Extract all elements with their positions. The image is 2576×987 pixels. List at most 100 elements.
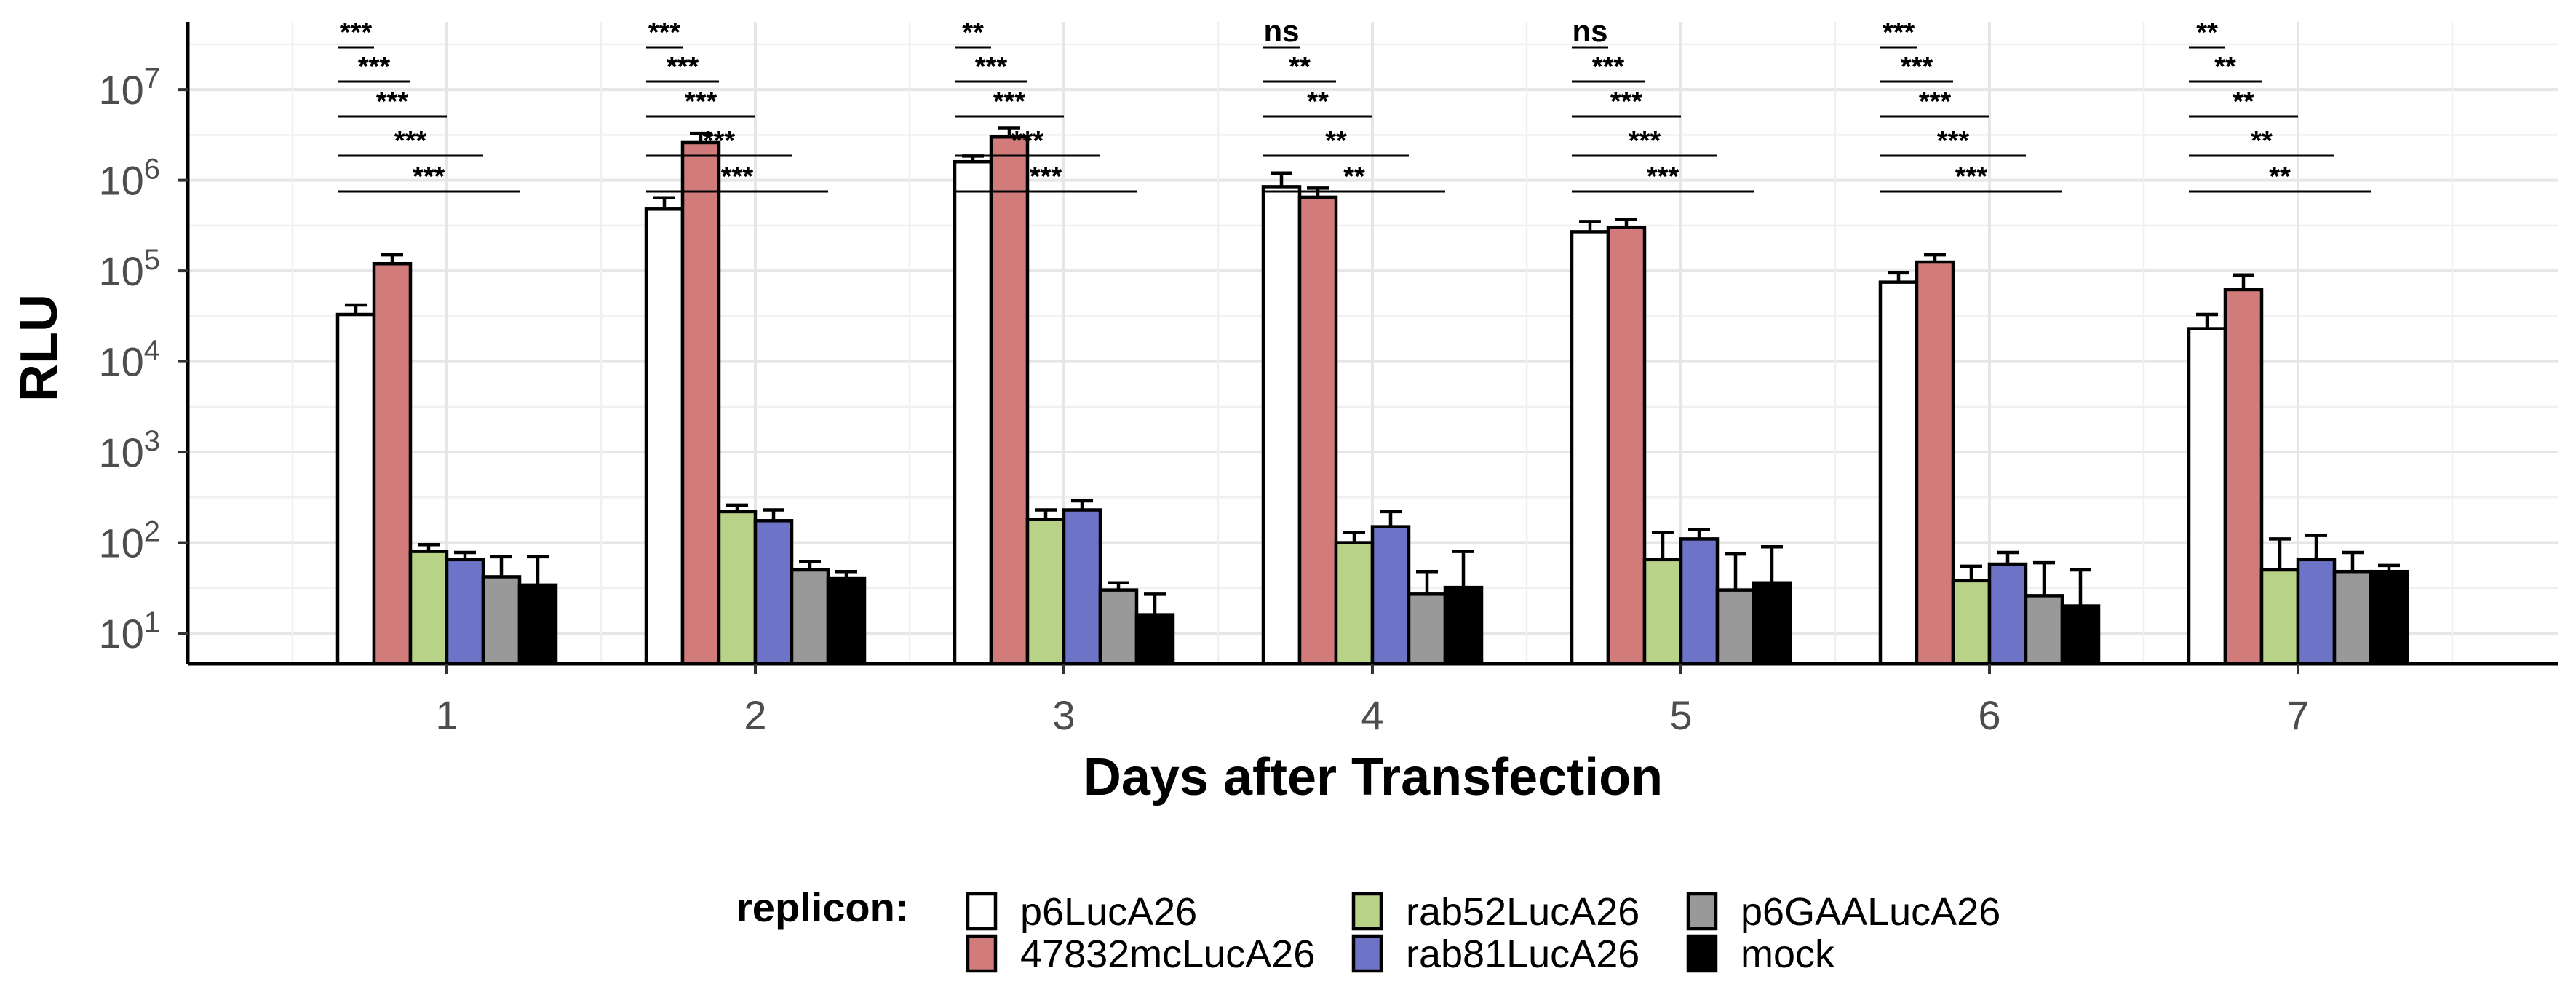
y-tick-exponent: 6 — [144, 154, 160, 186]
y-tick-base: 10 — [98, 429, 143, 475]
legend-label-rab52LucA26: rab52LucA26 — [1406, 890, 1639, 934]
bar-47832mcLucA26-7 — [2223, 288, 2264, 666]
y-tick-label: 105 — [98, 244, 160, 294]
y-axis-title: RLU — [10, 294, 68, 402]
significance-label: *** — [993, 87, 1026, 117]
bar-rab81LucA26-4 — [1370, 525, 1411, 666]
bar-rab81LucA26-6 — [1987, 562, 2028, 666]
bar-47832mcLucA26-1 — [372, 261, 413, 666]
significance-label: *** — [358, 52, 391, 82]
bar-p6LucA26-3 — [953, 159, 993, 666]
bar-mock-7 — [2369, 569, 2409, 666]
bar-p6GAALucA26-1 — [481, 575, 522, 666]
y-tick-label: 102 — [98, 516, 160, 566]
x-tick-label: 5 — [1669, 692, 1692, 738]
significance-label: ** — [2251, 126, 2273, 156]
significance-label: ** — [1307, 87, 1329, 117]
significance-label: *** — [721, 162, 754, 192]
bar-rab81LucA26-2 — [753, 519, 794, 666]
bar-p6GAALucA26-4 — [1407, 592, 1447, 666]
bars-layer — [335, 126, 2409, 666]
significance-label: *** — [667, 52, 699, 82]
y-tick-base: 10 — [98, 248, 143, 294]
y-tick-label: 101 — [98, 606, 160, 657]
significance-label: *** — [685, 87, 717, 117]
significance-label: *** — [1011, 126, 1044, 156]
bar-p6GAALucA26-3 — [1098, 588, 1139, 666]
significance-label: *** — [703, 126, 736, 156]
significance-label: *** — [975, 52, 1008, 82]
bar-47832mcLucA26-6 — [1915, 260, 1955, 666]
significance-label: *** — [1592, 52, 1625, 82]
y-tick-base: 10 — [98, 520, 143, 566]
x-tick-label: 6 — [1978, 692, 2000, 738]
bar-mock-4 — [1443, 585, 1484, 666]
x-tick-label: 3 — [1052, 692, 1075, 738]
significance-label: ** — [2196, 17, 2218, 48]
bar-rab81LucA26-7 — [2296, 558, 2337, 666]
bar-p6LucA26-2 — [644, 207, 685, 666]
significance-label: *** — [1610, 87, 1643, 117]
significance-label: ** — [1343, 162, 1365, 192]
significance-label: *** — [648, 17, 681, 48]
bar-rab52LucA26-3 — [1025, 518, 1066, 666]
bar-mock-1 — [517, 583, 558, 666]
significance-label: *** — [340, 17, 373, 48]
significance-label: *** — [1919, 87, 1952, 117]
significance-label: *** — [376, 87, 409, 117]
significance-label: *** — [1955, 162, 1988, 192]
significance-label: ns — [1572, 14, 1607, 48]
x-tick-label: 7 — [2286, 692, 2309, 738]
bar-rab81LucA26-5 — [1679, 537, 1720, 666]
bar-47832mcLucA26-5 — [1606, 226, 1647, 666]
bar-47832mcLucA26-3 — [989, 135, 1030, 666]
legend-swatch-rab81LucA26 — [1351, 934, 1383, 973]
bar-p6LucA26-7 — [2187, 327, 2227, 666]
y-tick-label: 103 — [98, 425, 160, 475]
significance-layer: ****************************************… — [338, 14, 2371, 193]
significance-label: ** — [1325, 126, 1347, 156]
significance-label: *** — [1629, 126, 1661, 156]
legend-label-p6LucA26: p6LucA26 — [1020, 890, 1197, 934]
significance-label: ** — [2214, 52, 2236, 82]
y-tick-base: 10 — [98, 339, 143, 385]
bar-mock-5 — [1752, 581, 1792, 666]
significance-label: ** — [1289, 52, 1311, 82]
bar-mock-6 — [2060, 604, 2101, 666]
legend-swatch-47832mcLucA26 — [966, 934, 998, 973]
legend-label-p6GAALucA26: p6GAALucA26 — [1741, 890, 2000, 934]
y-tick-label: 106 — [98, 154, 160, 204]
bar-rab52LucA26-2 — [717, 510, 758, 666]
legend-swatch-rab52LucA26 — [1351, 892, 1383, 931]
y-tick-exponent: 2 — [144, 516, 160, 548]
bar-rab81LucA26-1 — [445, 558, 485, 666]
bar-p6LucA26-4 — [1261, 185, 1302, 666]
bar-rab52LucA26-6 — [1951, 579, 1992, 666]
y-tick-exponent: 4 — [144, 335, 160, 367]
y-tick-base: 10 — [98, 611, 143, 657]
bar-rab52LucA26-4 — [1334, 541, 1375, 666]
bar-rab52LucA26-7 — [2259, 568, 2300, 666]
legend-title: replicon: — [736, 884, 908, 930]
y-tick-exponent: 5 — [144, 244, 160, 276]
significance-label: *** — [413, 162, 445, 192]
bar-mock-2 — [826, 576, 867, 666]
bar-p6GAALucA26-7 — [2332, 569, 2373, 666]
y-tick-base: 10 — [98, 67, 143, 113]
significance-label: ** — [2233, 87, 2254, 117]
significance-label: *** — [1937, 126, 1970, 156]
significance-label: *** — [1030, 162, 1062, 192]
significance-label: ns — [1263, 14, 1299, 48]
bar-rab81LucA26-3 — [1062, 508, 1102, 666]
bar-rab52LucA26-5 — [1642, 558, 1683, 666]
legend-swatch-p6LucA26 — [966, 892, 998, 931]
y-tick-exponent: 7 — [144, 63, 160, 95]
legend-swatch-mock — [1686, 934, 1718, 973]
y-tick-base: 10 — [98, 158, 143, 204]
bar-p6GAALucA26-5 — [1715, 588, 1756, 666]
legend-label-47832mcLucA26: 47832mcLucA26 — [1020, 932, 1315, 976]
legend-swatch-p6GAALucA26 — [1686, 892, 1718, 931]
bar-47832mcLucA26-4 — [1297, 195, 1338, 666]
